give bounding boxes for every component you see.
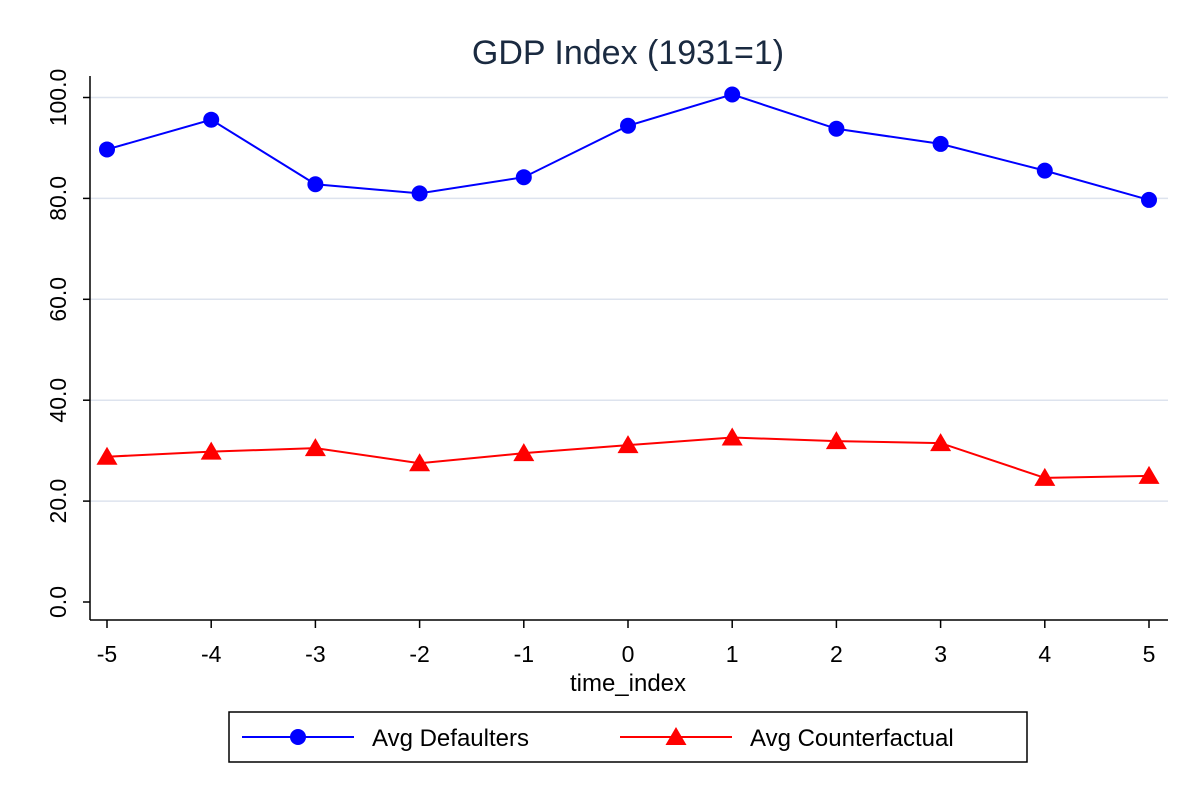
legend-label-defaulters: Avg Defaulters: [372, 725, 529, 752]
gridlines: [90, 96, 1168, 502]
data-point-defaulters: [515, 169, 532, 186]
data-point-defaulters: [620, 117, 636, 134]
data-point-counterfactual: [409, 453, 431, 472]
data-point-counterfactual: [513, 443, 535, 462]
x-tick-label: 0: [622, 641, 635, 667]
data-point-counterfactual: [96, 446, 118, 465]
legend-marker-defaulters: [290, 729, 306, 745]
data-point-defaulters: [411, 185, 428, 202]
x-tick-label: 4: [1038, 641, 1051, 667]
data-point-counterfactual: [825, 431, 847, 450]
x-tick-label: -4: [201, 641, 222, 667]
x-tick-label: -5: [97, 641, 117, 667]
data-point-defaulters: [828, 120, 845, 137]
data-point-counterfactual: [617, 435, 639, 454]
x-tick-label: 1: [726, 641, 739, 667]
data-point-defaulters: [1141, 191, 1157, 208]
plot-area: [96, 86, 1160, 486]
data-point-defaulters: [99, 141, 115, 158]
y-tick-label: 0.0: [45, 586, 71, 618]
data-point-counterfactual: [930, 433, 952, 452]
x-tick-label: -3: [305, 641, 325, 667]
y-tick-label: 20.0: [45, 479, 71, 524]
chart-title: GDP Index (1931=1): [472, 34, 784, 72]
data-point-defaulters: [307, 176, 324, 193]
data-point-counterfactual: [200, 441, 222, 460]
data-point-defaulters: [724, 86, 741, 103]
data-point-defaulters: [932, 135, 949, 152]
data-point-counterfactual: [304, 438, 326, 457]
legend-label-counterfactual: Avg Counterfactual: [750, 725, 954, 752]
x-axis-title: time_index: [570, 670, 686, 697]
data-point-defaulters: [1036, 162, 1053, 179]
y-tick-label: 40.0: [45, 378, 71, 423]
x-tick-label: 3: [934, 641, 947, 667]
data-point-counterfactual: [1138, 465, 1160, 484]
y-tick-label: 60.0: [45, 277, 71, 322]
legend-marker-counterfactual: [665, 727, 687, 745]
data-point-defaulters: [203, 111, 220, 128]
data-point-counterfactual: [1034, 467, 1056, 486]
y-tick-label: 100.0: [45, 69, 71, 127]
x-tick-label: -1: [514, 641, 534, 667]
x-tick-label: 5: [1143, 641, 1156, 667]
x-tick-label: -2: [409, 641, 429, 667]
x-tick-label: 2: [830, 641, 843, 667]
legend: Avg Defaulters Avg Counterfactual: [228, 711, 1028, 763]
data-point-counterfactual: [721, 427, 743, 446]
axes: 0.0 20.0 40.0 60.0 80.0 100.0 -5 -4 -3 -2 -1 0 1 2 3 4 5: [45, 69, 1168, 667]
y-tick-label: 80.0: [45, 176, 71, 221]
